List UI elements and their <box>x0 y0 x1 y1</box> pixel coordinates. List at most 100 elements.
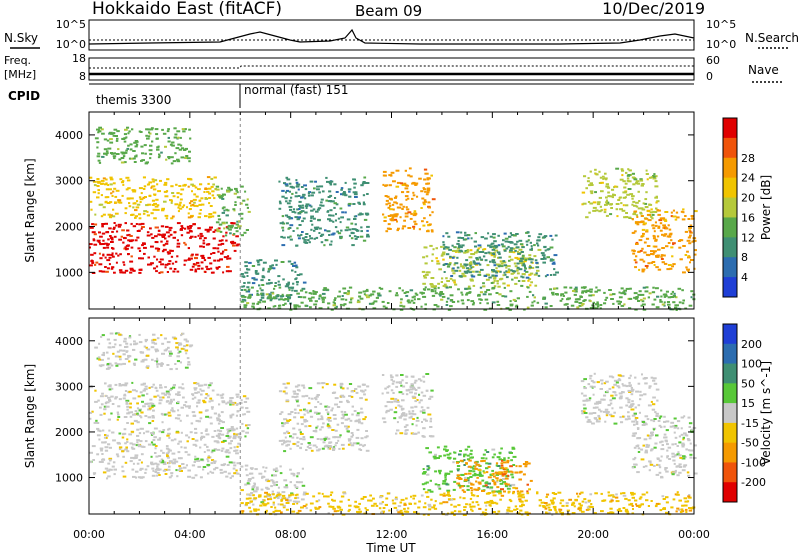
data-cell-p2-r0 <box>105 434 109 437</box>
data-cell-p2-r9 <box>591 422 595 425</box>
data-cell-p1-r8 <box>476 262 480 265</box>
data-cell-p2-r7 <box>485 462 489 465</box>
data-cell-p2-r9 <box>613 391 617 394</box>
data-cell-p1-r3 <box>234 201 237 204</box>
data-cell-p2-r5 <box>319 402 323 405</box>
data-cell-p2-r5 <box>348 395 352 397</box>
data-cell-p2-r8 <box>456 477 461 480</box>
data-cell-p2-r5 <box>341 387 345 390</box>
data-cell-p1-r9 <box>621 169 625 172</box>
data-cell-p1-r3 <box>233 192 237 195</box>
data-cell-p2-r2 <box>144 338 148 341</box>
data-cell-p2-r0 <box>165 445 169 448</box>
data-cell-p2-r10 <box>665 429 669 432</box>
data-cell-p2-r1 <box>195 419 200 422</box>
data-cell-p2-r1 <box>104 395 108 397</box>
data-cell-p1-r4 <box>301 287 306 290</box>
data-cell-p1-r8 <box>542 261 546 264</box>
data-cell-p2-r11 <box>670 506 674 509</box>
data-cell-p1-r11 <box>275 295 280 298</box>
data-cell-p1-r6 <box>413 220 417 223</box>
data-cell-p2-r10 <box>633 446 637 449</box>
data-cell-p2-r0 <box>158 474 161 476</box>
data-cell-p1-r4 <box>244 271 249 274</box>
data-cell-p1-r8 <box>499 270 502 273</box>
data-cell-p2-r5 <box>297 412 300 415</box>
data-cell-p2-r7 <box>502 481 506 484</box>
data-cell-p1-r7 <box>435 257 438 260</box>
data-cell-p2-r10 <box>663 415 666 418</box>
data-cell-p1-r9 <box>611 196 614 199</box>
data-cell-p2-r0 <box>140 461 143 464</box>
data-cell-p1-r5 <box>359 235 364 238</box>
data-cell-p2-r0 <box>153 427 158 430</box>
data-cell-p2-r0 <box>137 445 142 448</box>
data-cell-p2-r11 <box>463 509 466 511</box>
data-cell-p1-r3 <box>227 186 231 189</box>
data-cell-p2-r8 <box>474 465 477 468</box>
data-cell-p2-r9 <box>641 373 643 376</box>
data-cell-p1-r9 <box>598 170 601 173</box>
data-cell-p1-r0 <box>204 228 209 231</box>
data-cell-p1-r10 <box>638 239 643 242</box>
data-cell-p2-r0 <box>180 457 183 460</box>
data-cell-p2-r5 <box>302 436 306 438</box>
data-cell-p2-r7 <box>511 446 515 449</box>
data-cell-p2-r0 <box>163 463 167 465</box>
data-cell-p2-r0 <box>122 455 125 458</box>
data-cell-p2-r8 <box>477 469 482 472</box>
data-cell-p1-r0 <box>166 240 169 243</box>
data-cell-p1-r0 <box>226 257 229 260</box>
data-cell-p2-r4 <box>296 493 299 496</box>
data-cell-p2-r3 <box>220 441 225 443</box>
data-cell-p2-r11 <box>548 511 551 514</box>
data-cell-p1-r0 <box>104 256 107 259</box>
data-cell-p2-r10 <box>631 420 636 423</box>
data-cell-p1-r11 <box>281 293 284 296</box>
data-cell-p2-r0 <box>228 442 232 445</box>
data-cell-p1-r8 <box>509 249 513 252</box>
data-cell-p2-r5 <box>339 400 343 403</box>
data-cell-p2-r7 <box>459 450 462 452</box>
data-cell-p1-r0 <box>227 257 232 260</box>
data-cell-p2-r11 <box>462 497 466 500</box>
data-cell-p2-r5 <box>351 434 354 437</box>
data-cell-p1-r2 <box>156 148 160 151</box>
data-cell-p1-r0 <box>130 246 134 249</box>
data-cell-p1-r3 <box>233 209 236 212</box>
data-cell-p2-r4 <box>277 503 280 506</box>
data-cell-p1-r0 <box>195 261 200 264</box>
data-cell-p2-r4 <box>275 483 278 486</box>
data-cell-p2-r5 <box>359 443 363 446</box>
data-cell-p1-r4 <box>286 284 290 287</box>
data-cell-p1-r9 <box>614 185 617 188</box>
data-cell-p2-r4 <box>275 467 278 470</box>
data-cell-p1-r10 <box>636 223 640 226</box>
data-cell-p2-r10 <box>636 471 640 474</box>
data-cell-p2-r10 <box>633 463 637 466</box>
data-cell-p1-r7 <box>521 273 526 276</box>
data-cell-p1-r3 <box>218 223 223 226</box>
data-cell-p2-r11 <box>305 507 308 510</box>
data-cell-p1-r9 <box>594 191 597 194</box>
data-cell-p1-r0 <box>169 249 174 252</box>
data-cell-p2-r8 <box>501 471 504 474</box>
noise-left-tick-top: 10^5 <box>56 18 86 31</box>
data-cell-p1-r7 <box>436 260 440 263</box>
data-cell-p2-r4 <box>240 489 244 492</box>
data-cell-p2-r11 <box>593 512 597 515</box>
data-cell-p2-r11 <box>453 514 456 516</box>
data-cell-p1-r1 <box>126 179 131 182</box>
data-cell-p1-r10 <box>637 250 640 253</box>
data-cell-p2-r6 <box>396 429 400 432</box>
data-cell-p1-r11 <box>644 290 649 293</box>
data-cell-p2-r1 <box>121 383 125 386</box>
data-cell-p1-r6 <box>388 184 392 187</box>
data-cell-p1-r9 <box>627 180 632 183</box>
data-cell-p1-r5 <box>335 213 337 216</box>
data-cell-p2-r5 <box>305 394 309 397</box>
data-cell-p1-r4 <box>257 261 260 264</box>
data-cell-p1-r6 <box>382 213 385 216</box>
data-cell-p1-r5 <box>356 229 359 232</box>
data-cell-p1-r10 <box>682 245 686 247</box>
